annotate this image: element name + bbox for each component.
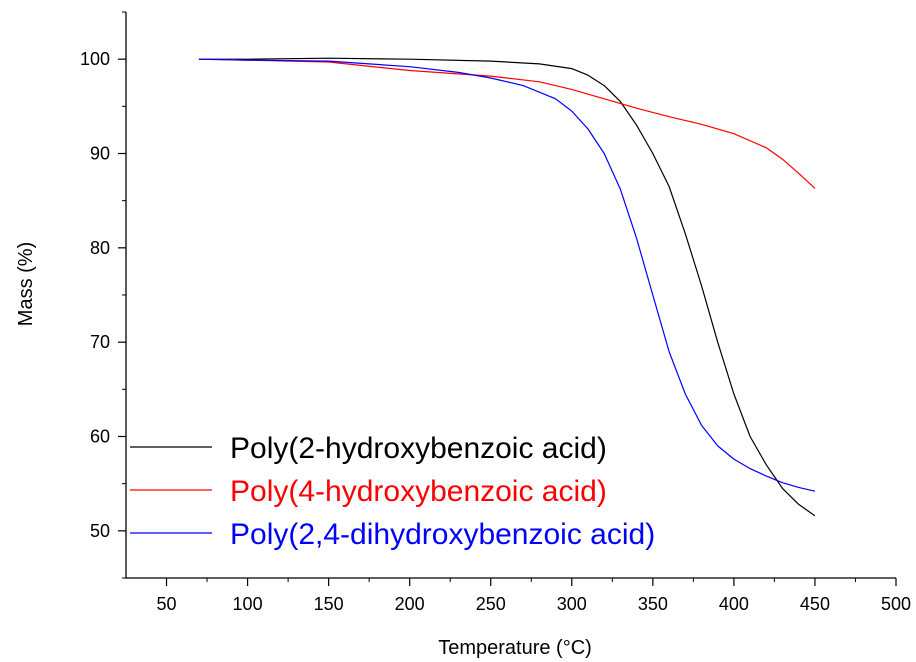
series-line-2 bbox=[198, 58, 816, 189]
x-tick-label: 350 bbox=[638, 594, 668, 614]
y-axis-title: Mass (%) bbox=[15, 242, 37, 326]
x-tick-label: 400 bbox=[719, 594, 749, 614]
x-tick-label: 150 bbox=[314, 594, 344, 614]
legend: Poly(2-hydroxybenzoic acid) Poly(4-hydrox… bbox=[130, 432, 655, 551]
x-tick-label: 100 bbox=[233, 594, 263, 614]
series-line-3 bbox=[198, 58, 816, 492]
y-tick-label: 80 bbox=[90, 238, 110, 258]
y-tick-label: 70 bbox=[90, 332, 110, 352]
x-tick-label: 300 bbox=[557, 594, 587, 614]
series-line-1 bbox=[198, 57, 816, 517]
x-tick-label: 200 bbox=[395, 594, 425, 614]
y-tick-label: 60 bbox=[90, 427, 110, 447]
x-tick-label: 450 bbox=[800, 594, 830, 614]
y-tick-label: 50 bbox=[90, 521, 110, 541]
legend-label-1: Poly(2-hydroxybenzoic acid) bbox=[230, 432, 607, 465]
x-tick-label: 500 bbox=[881, 594, 911, 614]
ticks: 50 100 150 200 250 300 350 400 450 500 50 60 70 80 90 1… bbox=[80, 11, 911, 614]
x-tick-label: 50 bbox=[157, 594, 177, 614]
y-tick-label: 100 bbox=[80, 49, 110, 69]
legend-label-2: Poly(4-hydroxybenzoic acid) bbox=[230, 475, 607, 508]
x-tick-label: 250 bbox=[476, 594, 506, 614]
x-axis-title: Temperature (°C) bbox=[438, 637, 592, 659]
y-tick-label: 90 bbox=[90, 144, 110, 164]
series-layer bbox=[198, 57, 816, 517]
legend-label-3: Poly(2,4-dihydroxybenzoic acid) bbox=[230, 518, 655, 551]
